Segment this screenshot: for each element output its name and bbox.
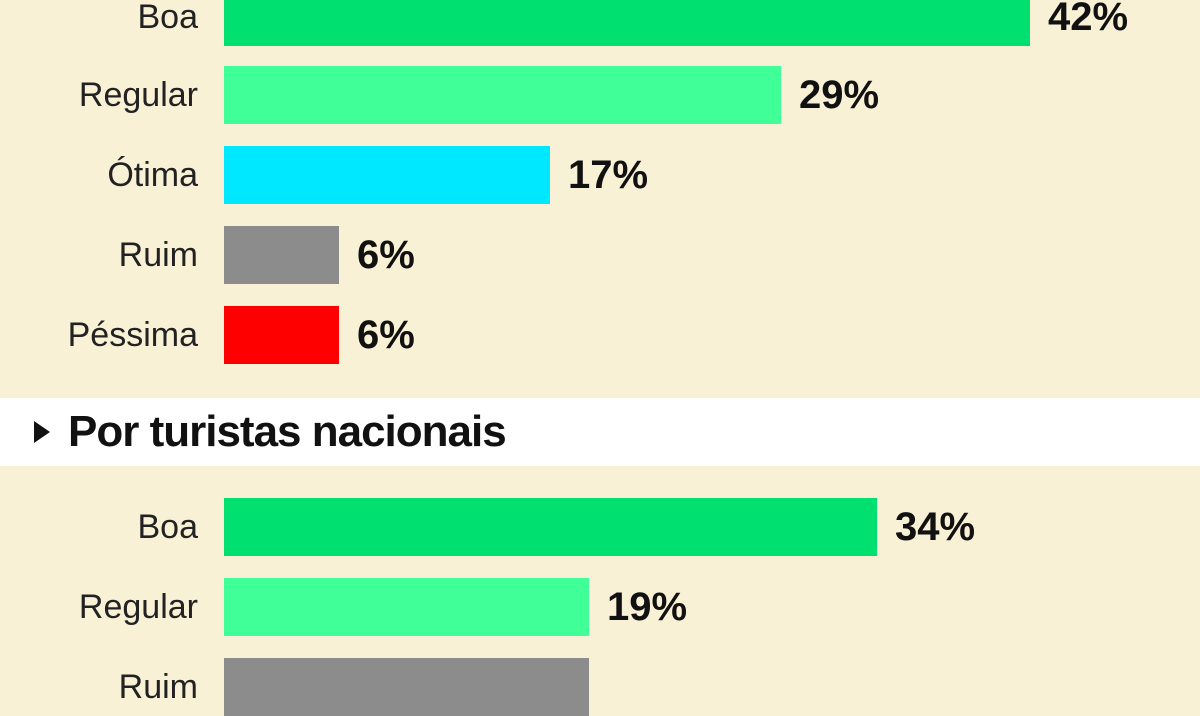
bar-value-label: 29% bbox=[799, 73, 880, 117]
bar-row: Regular 19% bbox=[0, 578, 1200, 636]
section-heading: Por turistas nacionais bbox=[0, 398, 1200, 466]
bar bbox=[224, 226, 339, 284]
bar-category-label: Regular bbox=[78, 588, 198, 626]
bar-value-label: 34% bbox=[895, 505, 976, 549]
bar-category-label: Ótima bbox=[107, 156, 198, 194]
bar-category-label: Regular bbox=[78, 76, 198, 114]
bar-row: Ruim 6% bbox=[0, 226, 1200, 284]
bar-row: Ótima 17% bbox=[0, 146, 1200, 204]
bar bbox=[224, 66, 781, 124]
bar-value-label: 17% bbox=[568, 153, 649, 197]
bar-value-label: 19% bbox=[607, 585, 688, 629]
triangle-bullet-icon bbox=[34, 421, 50, 443]
chart-panel-bottom: Boa 34% Regular 19% Ruim bbox=[0, 466, 1200, 716]
section-title: Por turistas nacionais bbox=[68, 407, 507, 456]
bar bbox=[224, 0, 1030, 46]
chart-panel-top: Boa 42% Regular 29% Ótima 17% Ruim 6% Péssima 6% bbox=[0, 0, 1200, 364]
bar bbox=[224, 658, 589, 716]
bar-category-label: Péssima bbox=[67, 316, 198, 354]
bar-category-label: Ruim bbox=[118, 668, 198, 706]
bar bbox=[224, 498, 877, 556]
bar-category-label: Boa bbox=[137, 508, 199, 546]
bar-row: Boa 34% bbox=[0, 498, 1200, 556]
bar-value-label: 6% bbox=[357, 313, 415, 357]
bar-value-label: 6% bbox=[357, 233, 415, 277]
bar-row: Regular 29% bbox=[0, 66, 1200, 124]
bar bbox=[224, 578, 589, 636]
bar-category-label: Ruim bbox=[118, 236, 198, 274]
bar bbox=[224, 146, 550, 204]
bar-category-label: Boa bbox=[137, 0, 199, 36]
bar-row: Boa 42% bbox=[0, 0, 1200, 46]
bar bbox=[224, 306, 339, 364]
bar-row: Péssima 6% bbox=[0, 306, 1200, 364]
bar-row: Ruim bbox=[0, 658, 1200, 716]
bar-value-label: 42% bbox=[1048, 0, 1129, 39]
